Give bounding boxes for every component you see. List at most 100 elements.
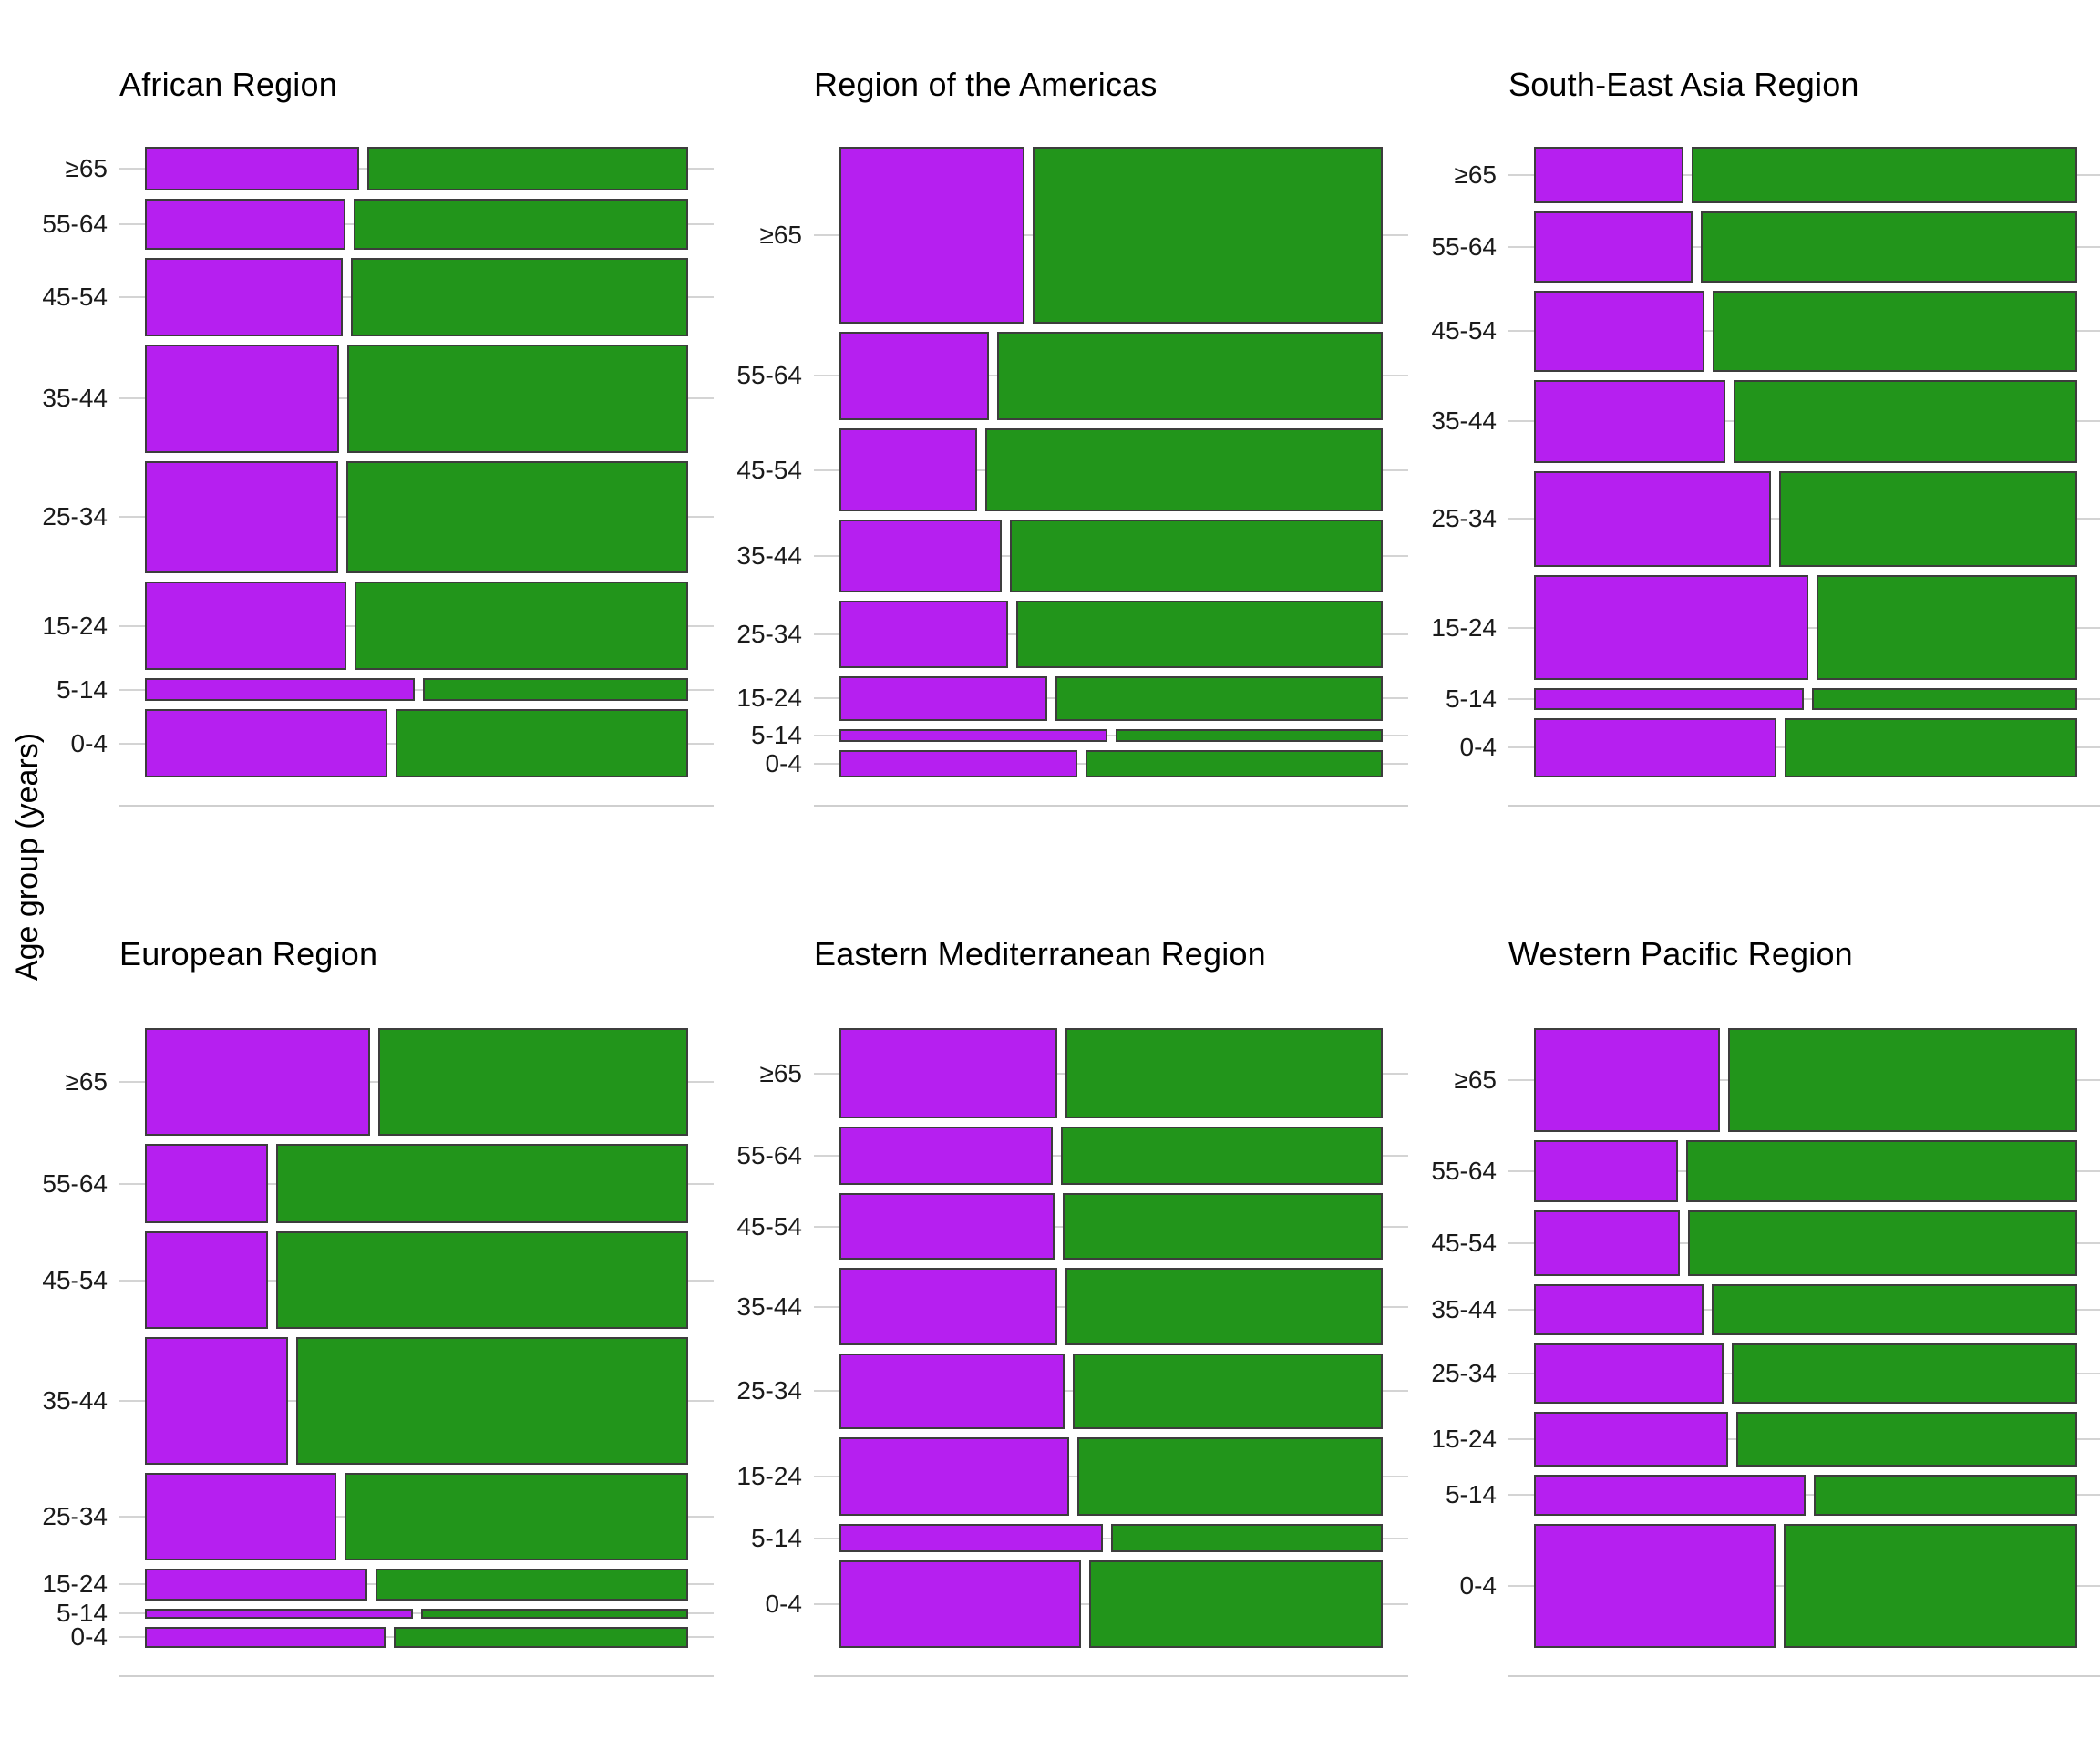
bar-segment-purple bbox=[1534, 717, 1776, 777]
bar-segment-purple bbox=[839, 601, 1009, 668]
y-tick-label: 15-24 bbox=[42, 611, 108, 640]
bar-segment-green bbox=[1712, 290, 2077, 372]
bar-segment-purple bbox=[1534, 1343, 1724, 1404]
y-tick-label: 0-4 bbox=[70, 1622, 108, 1652]
bar-segment-green bbox=[276, 1143, 688, 1224]
bar-segment-purple bbox=[1534, 379, 1726, 463]
panel-title: African Region bbox=[119, 66, 337, 103]
axis-baseline bbox=[814, 1675, 1408, 1677]
y-tick-label: 0-4 bbox=[765, 1590, 802, 1619]
bar-segment-green bbox=[1692, 147, 2077, 203]
gridline bbox=[119, 1612, 714, 1615]
y-tick-label: 45-54 bbox=[736, 455, 802, 484]
mosaic-plot: ≥65 55-64 45-54 35-44 25-34 15-24 5-14 0-4 bbox=[42, 1028, 714, 1677]
y-tick-label: 25-34 bbox=[736, 1376, 802, 1405]
bar-segment-purple bbox=[839, 1192, 1055, 1261]
y-tick-label: 55-64 bbox=[1431, 1156, 1497, 1185]
bar-segment-green bbox=[996, 331, 1383, 420]
bar-segment-purple bbox=[839, 1353, 1065, 1429]
bar-segment-purple bbox=[839, 1127, 1053, 1185]
y-tick-label: 0-4 bbox=[765, 749, 802, 778]
bar-segment-purple bbox=[839, 1028, 1057, 1119]
y-tick-label: 35-44 bbox=[1431, 407, 1497, 436]
y-tick-label: ≥65 bbox=[65, 153, 108, 182]
bar-segment-green bbox=[1779, 470, 2077, 567]
bar-segment-green bbox=[346, 460, 688, 574]
bar-segment-purple bbox=[1534, 1028, 1721, 1132]
bar-segment-green bbox=[1062, 1192, 1383, 1261]
bar-segment-green bbox=[354, 198, 688, 251]
y-tick-label: 5-14 bbox=[56, 674, 108, 704]
bar-segment-purple bbox=[145, 709, 388, 777]
mosaic-plot: ≥65 55-64 45-54 35-44 25-34 15-24 5-14 0-4 bbox=[736, 1028, 1408, 1677]
axis-baseline bbox=[814, 805, 1408, 807]
axis-baseline bbox=[1508, 1675, 2100, 1677]
bar-segment-purple bbox=[145, 1626, 386, 1648]
bar-segment-green bbox=[985, 427, 1383, 512]
bar-segment-purple bbox=[839, 1268, 1057, 1345]
gridline bbox=[814, 1537, 1408, 1539]
bar-segment-purple bbox=[145, 147, 359, 190]
bar-segment-green bbox=[1089, 1560, 1383, 1648]
y-tick-label: 55-64 bbox=[1431, 232, 1497, 261]
gridline bbox=[1508, 697, 2100, 700]
panel-title: South-East Asia Region bbox=[1508, 66, 1859, 103]
bar-segment-purple bbox=[839, 675, 1048, 721]
y-tick-label: 25-34 bbox=[42, 502, 108, 531]
bar-segment-green bbox=[394, 1626, 688, 1648]
y-tick-label: 25-34 bbox=[736, 620, 802, 649]
panel-title: European Region bbox=[119, 935, 378, 973]
bar-segment-purple bbox=[1534, 1139, 1679, 1202]
y-tick-label: 55-64 bbox=[42, 210, 108, 239]
gridline bbox=[814, 735, 1408, 737]
y-tick-label: 5-14 bbox=[1445, 684, 1497, 713]
bar-segment-green bbox=[1065, 1268, 1383, 1345]
y-tick-label: 15-24 bbox=[1431, 612, 1497, 642]
bar-segment-green bbox=[1817, 575, 2077, 681]
bar-segment-green bbox=[276, 1231, 688, 1329]
mosaic-plot: ≥65 55-64 45-54 35-44 25-34 15-24 5-14 0-4 bbox=[736, 147, 1408, 807]
y-tick-label: 35-44 bbox=[42, 384, 108, 413]
bar-segment-green bbox=[1734, 379, 2077, 463]
bar-segment-purple bbox=[1534, 1411, 1729, 1467]
bar-segment-purple bbox=[1534, 1284, 1704, 1335]
bar-segment-green bbox=[1085, 750, 1383, 777]
y-axis-label: Age group (years) bbox=[10, 732, 45, 982]
bar-segment-green bbox=[296, 1336, 688, 1466]
mosaic-plot: ≥65 55-64 45-54 35-44 25-34 15-24 5-14 0-4 bbox=[42, 147, 714, 807]
bar-segment-purple bbox=[839, 750, 1077, 777]
y-tick-label: ≥65 bbox=[65, 1066, 108, 1096]
bar-segment-purple bbox=[145, 344, 340, 453]
bar-segment-green bbox=[1736, 1411, 2077, 1467]
bar-segment-green bbox=[1784, 717, 2077, 777]
bar-segment-purple bbox=[145, 1028, 370, 1136]
bar-segment-purple bbox=[839, 728, 1107, 743]
panel-title: Region of the Americas bbox=[814, 66, 1158, 103]
y-tick-label: 55-64 bbox=[736, 1141, 802, 1170]
y-tick-label: 35-44 bbox=[1431, 1294, 1497, 1323]
bar-segment-green bbox=[1700, 211, 2077, 283]
y-tick-label: 5-14 bbox=[1445, 1480, 1497, 1509]
bar-segment-purple bbox=[145, 198, 346, 251]
bar-segment-purple bbox=[1534, 575, 1809, 681]
y-tick-label: 55-64 bbox=[736, 361, 802, 390]
y-tick-label: 0-4 bbox=[1459, 733, 1497, 762]
bar-segment-green bbox=[355, 582, 688, 670]
bar-segment-green bbox=[1115, 728, 1383, 743]
y-tick-label: 55-64 bbox=[42, 1168, 108, 1198]
axis-baseline bbox=[119, 1675, 714, 1677]
y-tick-label: 45-54 bbox=[1431, 1229, 1497, 1258]
bar-segment-purple bbox=[1534, 1475, 1806, 1516]
bar-segment-purple bbox=[1534, 147, 1684, 203]
bar-segment-purple bbox=[145, 1473, 336, 1560]
bar-segment-purple bbox=[839, 1436, 1069, 1516]
bar-segment-green bbox=[1009, 520, 1383, 593]
mosaic-plot: ≥65 55-64 45-54 35-44 25-34 15-24 5-14 0-4 bbox=[1431, 147, 2100, 807]
y-tick-label: 15-24 bbox=[42, 1570, 108, 1599]
bar-segment-green bbox=[396, 709, 688, 777]
bar-segment-green bbox=[423, 677, 688, 702]
bar-segment-purple bbox=[1534, 211, 1693, 283]
y-tick-label: 45-54 bbox=[736, 1211, 802, 1240]
bar-segment-green bbox=[1060, 1127, 1383, 1185]
bar-segment-green bbox=[1784, 1523, 2077, 1648]
